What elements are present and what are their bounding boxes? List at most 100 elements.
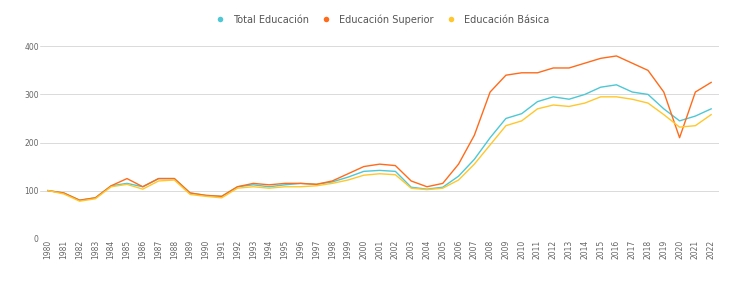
Total Educación: [139, 185, 147, 188]
Educación Superior: [328, 179, 337, 183]
Educación Superior: [612, 54, 620, 58]
Educación Básica: [644, 101, 653, 105]
Educación Superior: [502, 73, 510, 77]
Educación Básica: [265, 186, 274, 190]
Educación Básica: [533, 107, 542, 111]
Educación Básica: [249, 185, 258, 188]
Educación Superior: [565, 66, 574, 70]
Total Educación: [107, 184, 115, 188]
Total Educación: [659, 107, 668, 111]
Educación Superior: [691, 90, 700, 94]
Total Educación: [344, 175, 353, 179]
Total Educación: [502, 117, 510, 120]
Educación Básica: [549, 103, 558, 107]
Educación Superior: [139, 185, 147, 188]
Total Educación: [485, 136, 494, 140]
Total Educación: [470, 158, 479, 161]
Total Educación: [596, 85, 605, 89]
Total Educación: [75, 198, 84, 202]
Total Educación: [454, 174, 463, 178]
Total Educación: [707, 107, 715, 111]
Educación Superior: [107, 184, 115, 188]
Educación Básica: [659, 113, 668, 117]
Line: Educación Básica: Educación Básica: [48, 97, 711, 201]
Total Educación: [612, 83, 620, 87]
Educación Básica: [139, 187, 147, 191]
Educación Superior: [201, 194, 210, 197]
Total Educación: [359, 170, 368, 173]
Educación Superior: [123, 177, 131, 181]
Educación Básica: [170, 178, 179, 182]
Total Educación: [44, 189, 53, 192]
Educación Básica: [518, 119, 526, 123]
Educación Básica: [502, 124, 510, 128]
Educación Superior: [549, 66, 558, 70]
Total Educación: [233, 185, 242, 188]
Educación Superior: [59, 191, 68, 195]
Educación Básica: [454, 178, 463, 182]
Educación Superior: [154, 177, 163, 181]
Educación Básica: [675, 125, 684, 129]
Educación Básica: [154, 179, 163, 183]
Educación Básica: [612, 95, 620, 99]
Educación Superior: [91, 196, 100, 200]
Educación Superior: [707, 80, 715, 84]
Line: Total Educación: Total Educación: [48, 85, 711, 200]
Total Educación: [312, 182, 320, 186]
Educación Básica: [201, 195, 210, 198]
Total Educación: [218, 195, 226, 198]
Educación Básica: [75, 199, 84, 203]
Educación Básica: [91, 197, 100, 201]
Educación Superior: [628, 61, 637, 65]
Total Educación: [249, 183, 258, 187]
Total Educación: [565, 97, 574, 101]
Educación Superior: [454, 162, 463, 166]
Total Educación: [691, 114, 700, 118]
Educación Superior: [359, 165, 368, 168]
Total Educación: [185, 191, 194, 195]
Educación Básica: [312, 184, 320, 188]
Educación Superior: [675, 136, 684, 140]
Educación Básica: [328, 181, 337, 185]
Educación Básica: [59, 192, 68, 196]
Line: Educación Superior: Educación Superior: [48, 56, 711, 200]
Educación Básica: [359, 174, 368, 177]
Educación Superior: [391, 164, 400, 167]
Legend: Total Educación, Educación Superior, Educación Básica: Total Educación, Educación Superior, Edu…: [207, 10, 553, 28]
Total Educación: [91, 196, 100, 200]
Educación Superior: [485, 90, 494, 94]
Total Educación: [201, 194, 210, 197]
Total Educación: [580, 93, 589, 96]
Educación Básica: [123, 182, 131, 186]
Total Educación: [296, 181, 305, 185]
Educación Superior: [218, 195, 226, 198]
Educación Básica: [375, 172, 384, 176]
Total Educación: [518, 112, 526, 115]
Total Educación: [644, 93, 653, 96]
Total Educación: [265, 185, 274, 188]
Total Educación: [123, 181, 131, 185]
Educación Básica: [628, 97, 637, 101]
Educación Básica: [218, 196, 226, 200]
Educación Básica: [391, 173, 400, 177]
Educación Superior: [296, 181, 305, 185]
Educación Superior: [580, 61, 589, 65]
Educación Superior: [659, 90, 668, 94]
Total Educación: [328, 180, 337, 184]
Educación Superior: [170, 177, 179, 181]
Educación Básica: [580, 101, 589, 105]
Total Educación: [280, 183, 289, 187]
Educación Básica: [44, 189, 53, 192]
Educación Superior: [407, 179, 415, 183]
Educación Básica: [470, 162, 479, 166]
Educación Superior: [596, 57, 605, 60]
Educación Básica: [296, 185, 305, 188]
Educación Superior: [312, 182, 320, 186]
Educación Básica: [691, 124, 700, 128]
Total Educación: [439, 185, 447, 189]
Educación Superior: [75, 198, 84, 202]
Educación Básica: [233, 186, 242, 190]
Educación Superior: [375, 162, 384, 166]
Educación Básica: [407, 186, 415, 190]
Educación Básica: [185, 192, 194, 196]
